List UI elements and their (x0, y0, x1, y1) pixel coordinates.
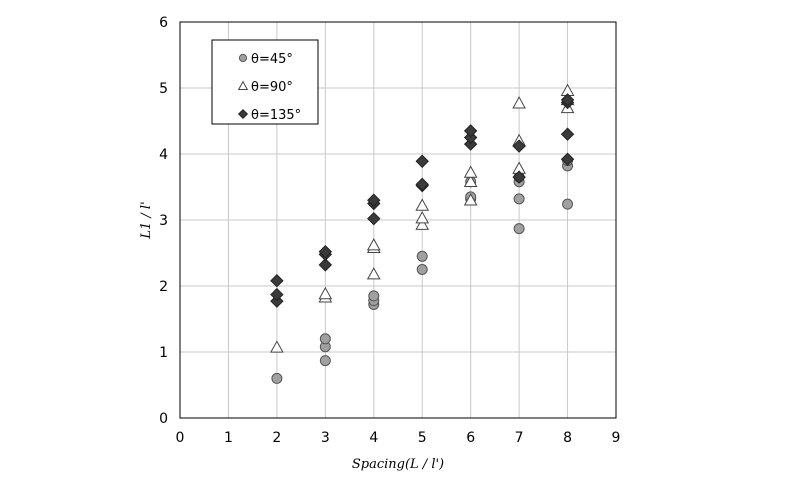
data-point-circle (562, 198, 574, 210)
legend-entry-label: θ=45° (251, 52, 293, 67)
x-tick-label: 9 (612, 430, 621, 446)
data-point-circle (368, 290, 380, 302)
data-point-diamond (463, 124, 478, 138)
y-tick-label: 5 (159, 81, 168, 97)
legend-marker-triangle (237, 80, 249, 90)
data-point-diamond (560, 127, 575, 141)
data-point-circle (319, 333, 331, 345)
x-tick-label: 2 (272, 430, 281, 446)
data-point-circle (416, 264, 428, 275)
data-point-diamond (318, 244, 333, 259)
data-point-diamond (367, 211, 381, 226)
legend-box (211, 39, 319, 125)
x-tick-label: 3 (321, 430, 330, 446)
x-tick-label: 7 (515, 430, 524, 446)
data-point-circle (271, 372, 283, 384)
data-point-triangle (270, 340, 284, 353)
data-point-circle (513, 223, 525, 235)
legend-entry-label: θ=90° (251, 80, 293, 95)
x-tick-label: 8 (563, 430, 572, 446)
data-point-triangle (463, 174, 478, 188)
data-point-diamond (415, 177, 429, 192)
x-tick-label: 1 (224, 430, 233, 446)
data-point-circle (513, 193, 525, 205)
y-axis-label: L1 / l' (139, 201, 154, 239)
legend: θ=45° θ=90° θ=135° (211, 39, 319, 125)
data-point-diamond (367, 193, 381, 207)
y-tick-label: 3 (159, 213, 168, 229)
x-tick-label: 4 (369, 430, 378, 446)
x-tick-label: 6 (466, 430, 475, 446)
y-tick-label: 4 (159, 147, 168, 163)
data-point-triangle (415, 217, 430, 230)
data-point-diamond (560, 152, 575, 166)
x-tick-label: 5 (418, 430, 427, 446)
data-point-diamond (560, 93, 575, 107)
y-tick-label: 1 (159, 345, 168, 361)
legend-marker-diamond (237, 108, 249, 120)
data-point-triangle (463, 165, 478, 178)
x-axis-label: Spacing(L / l') (352, 457, 444, 472)
data-point-diamond (512, 170, 526, 184)
data-point-triangle (512, 96, 526, 109)
data-point-triangle (415, 198, 430, 211)
data-point-diamond (270, 287, 284, 302)
y-tick-label: 6 (159, 15, 168, 31)
data-point-triangle (318, 286, 333, 300)
y-tick-label: 2 (159, 279, 168, 295)
data-point-triangle (366, 238, 381, 251)
plot-border (179, 21, 617, 419)
x-tick-labels: 0 1 2 3 4 5 6 7 8 9 (176, 430, 621, 446)
data-point-triangle (415, 210, 430, 224)
y-tick-label: 0 (159, 411, 168, 427)
data-point-diamond (415, 154, 429, 168)
data-point-circle (319, 355, 331, 367)
data-point-diamond (270, 274, 284, 288)
legend-entry-label: θ=135° (251, 108, 301, 123)
data-point-diamond (318, 258, 333, 272)
x-tick-label: 0 (176, 430, 185, 446)
data-point-circle (416, 250, 428, 262)
y-tick-labels: 0 1 2 3 4 5 6 (159, 15, 168, 427)
legend-marker-circle (238, 53, 248, 63)
data-point-triangle (366, 267, 381, 280)
data-point-triangle (463, 193, 478, 206)
data-points (270, 83, 575, 384)
data-point-diamond (512, 139, 526, 153)
